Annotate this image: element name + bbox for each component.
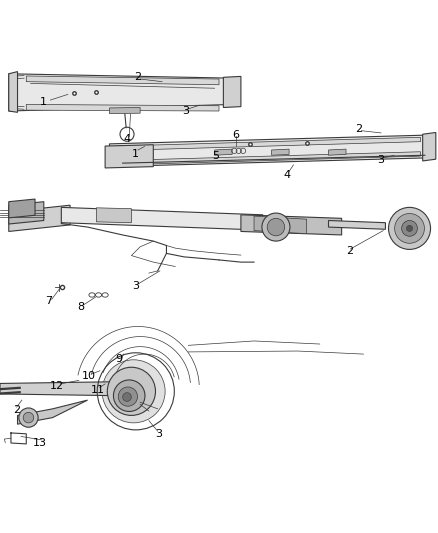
- Circle shape: [395, 214, 424, 243]
- Polygon shape: [215, 149, 232, 155]
- Polygon shape: [9, 205, 70, 231]
- Polygon shape: [423, 133, 436, 161]
- Circle shape: [23, 413, 34, 423]
- Text: 3: 3: [378, 155, 385, 165]
- Polygon shape: [254, 216, 307, 233]
- Circle shape: [123, 393, 131, 401]
- Polygon shape: [110, 108, 140, 114]
- Polygon shape: [272, 149, 289, 155]
- Polygon shape: [9, 71, 18, 112]
- Polygon shape: [96, 208, 131, 223]
- Text: 3: 3: [132, 281, 139, 291]
- Text: 1: 1: [40, 97, 47, 107]
- Text: 9: 9: [116, 354, 123, 365]
- Circle shape: [107, 367, 155, 415]
- Text: 1: 1: [132, 149, 139, 159]
- Text: 4: 4: [283, 169, 290, 180]
- Text: 3: 3: [183, 107, 190, 116]
- Polygon shape: [241, 215, 342, 235]
- Text: 13: 13: [33, 438, 47, 448]
- Text: 10: 10: [82, 371, 96, 381]
- Polygon shape: [118, 138, 420, 150]
- Text: 7: 7: [46, 296, 53, 306]
- Text: 2: 2: [346, 246, 353, 256]
- Text: 12: 12: [50, 381, 64, 391]
- Text: 2: 2: [356, 124, 363, 134]
- Polygon shape: [118, 152, 420, 165]
- Text: 2: 2: [13, 405, 20, 415]
- Text: 6: 6: [232, 130, 239, 140]
- Circle shape: [406, 225, 413, 231]
- Polygon shape: [223, 76, 241, 108]
- Text: 2: 2: [134, 72, 141, 82]
- Text: 3: 3: [155, 429, 162, 439]
- Polygon shape: [105, 145, 153, 168]
- Text: 4: 4: [124, 134, 131, 144]
- Circle shape: [262, 213, 290, 241]
- Text: 11: 11: [91, 385, 105, 395]
- Text: 5: 5: [212, 151, 219, 160]
- Circle shape: [113, 380, 145, 411]
- Polygon shape: [9, 74, 232, 111]
- Polygon shape: [328, 221, 385, 229]
- Polygon shape: [9, 199, 35, 218]
- Circle shape: [267, 219, 285, 236]
- Polygon shape: [0, 382, 118, 395]
- Circle shape: [102, 360, 165, 423]
- Polygon shape: [18, 400, 88, 424]
- Polygon shape: [9, 201, 44, 224]
- Polygon shape: [61, 207, 263, 230]
- Circle shape: [402, 221, 417, 236]
- Polygon shape: [26, 76, 219, 85]
- Circle shape: [19, 408, 38, 427]
- Circle shape: [389, 207, 431, 249]
- Polygon shape: [110, 135, 427, 167]
- Circle shape: [118, 387, 138, 406]
- Text: 8: 8: [78, 302, 85, 312]
- Polygon shape: [26, 104, 219, 111]
- Polygon shape: [328, 149, 346, 155]
